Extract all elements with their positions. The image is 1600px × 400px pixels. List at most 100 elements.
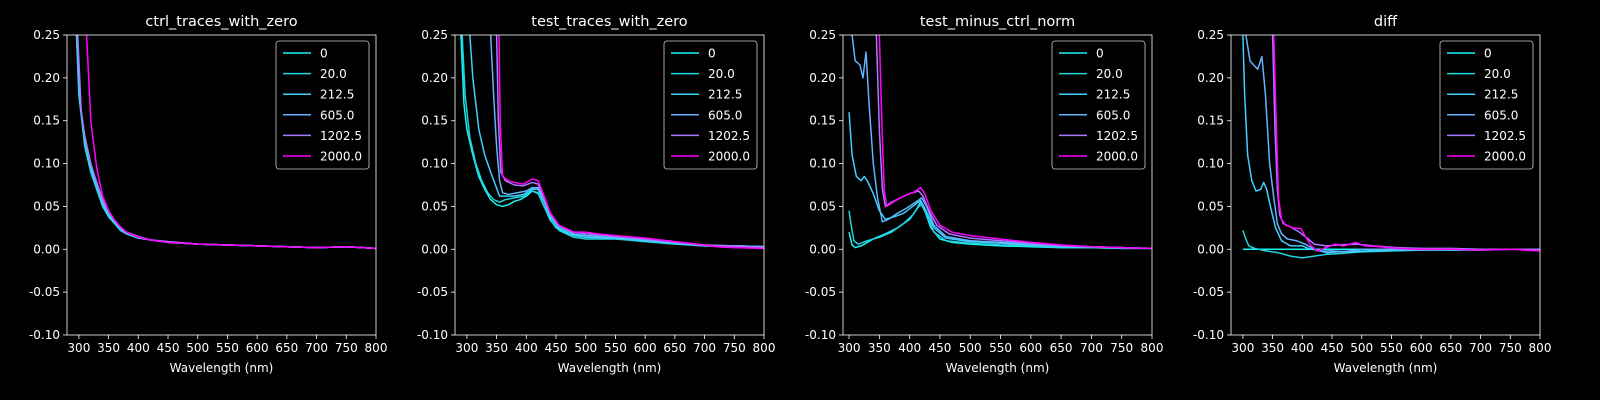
y-tick-label: -0.05: [805, 285, 836, 299]
y-tick-label: 0.10: [33, 157, 60, 171]
legend-label: 2000.0: [320, 150, 362, 164]
x-tick-label: 450: [1321, 341, 1344, 355]
x-tick-label: 600: [1410, 341, 1433, 355]
y-tick-label: -0.10: [417, 328, 448, 342]
x-tick-label: 700: [693, 341, 716, 355]
x-tick-label: 400: [1291, 341, 1314, 355]
x-tick-label: 450: [545, 341, 568, 355]
legend-label: 605.0: [1484, 108, 1518, 122]
x-tick-label: 350: [1261, 341, 1284, 355]
x-tick-label: 400: [515, 341, 538, 355]
x-tick-label: 550: [989, 341, 1012, 355]
legend-label: 0: [320, 47, 328, 61]
legend-label: 20.0: [1096, 67, 1123, 81]
x-tick-label: 300: [838, 341, 861, 355]
legend: 0 20.0 212.5 605.0 1202.5 2000.0: [275, 40, 370, 170]
y-tick-label: 0.20: [421, 71, 448, 85]
y-tick-label: 0.10: [421, 157, 448, 171]
y-tick-label: 0.05: [809, 199, 836, 213]
chart-panel-1: ctrl_traces_with_zero 300 350 400 450 500 550 6…: [29, 14, 388, 375]
y-tick-label: 0.00: [809, 242, 836, 256]
x-tick-label: 800: [753, 341, 776, 355]
y-tick-label: 0.00: [421, 242, 448, 256]
x-tick-label: 300: [1231, 341, 1254, 355]
x-tick-label: 700: [305, 341, 328, 355]
y-tick-label: 0.25: [1197, 28, 1224, 42]
y-tick-label: 0.20: [809, 71, 836, 85]
y-tick-label: -0.05: [417, 285, 448, 299]
y-tick-label: 0.05: [1197, 199, 1224, 213]
y-tick-label: 0.10: [1197, 157, 1224, 171]
series-line-20.0: [848, 203, 1152, 250]
legend-label: 1202.5: [320, 129, 362, 143]
y-tick-label: 0.15: [809, 114, 836, 128]
series-line-2000.0: [498, 35, 764, 250]
y-tick-label: 0.15: [33, 114, 60, 128]
x-tick-label: 650: [275, 341, 298, 355]
x-tick-label: 350: [485, 341, 508, 355]
x-tick-label: 350: [97, 341, 120, 355]
chart-title: ctrl_traces_with_zero: [145, 14, 297, 30]
series-line-1202.5: [875, 35, 1152, 250]
legend-label: 0: [1096, 47, 1104, 61]
x-tick-label: 750: [723, 341, 746, 355]
legend-label: 1202.5: [1484, 129, 1526, 143]
legend-label: 2000.0: [1096, 150, 1138, 164]
chart-panel-3: test_minus_ctrl_norm 300 350 400 450 500 550 60…: [805, 14, 1164, 375]
x-axis-label: Wavelength (nm): [946, 361, 1050, 375]
legend-label: 212.5: [1096, 88, 1130, 102]
y-tick-label: 0.00: [33, 242, 60, 256]
legend-label: 0: [1484, 47, 1492, 61]
series-line-1202.5: [1271, 35, 1540, 251]
y-tick-label: 0.25: [421, 28, 448, 42]
x-tick-label: 550: [1380, 341, 1403, 355]
series-line-2000.0: [85, 35, 376, 250]
x-tick-label: 800: [365, 341, 388, 355]
legend: 0 20.0 212.5 605.0 1202.5 2000.0: [1439, 40, 1534, 170]
x-tick-label: 750: [335, 341, 358, 355]
x-axis-label: Wavelength (nm): [170, 361, 274, 375]
x-tick-label: 650: [1439, 341, 1462, 355]
legend-label: 605.0: [1096, 108, 1130, 122]
x-tick-label: 700: [1080, 341, 1103, 355]
y-tick-label: 0.20: [33, 71, 60, 85]
x-tick-label: 550: [216, 341, 239, 355]
legend-label: 1202.5: [708, 129, 750, 143]
y-tick-label: 0.10: [809, 157, 836, 171]
axes-frame: [1230, 34, 1541, 336]
x-tick-label: 300: [67, 341, 90, 355]
x-tick-label: 400: [127, 341, 150, 355]
x-tick-label: 500: [186, 341, 209, 355]
legend-label: 605.0: [320, 108, 354, 122]
series-line-2000.0: [878, 35, 1152, 250]
axes-frame: [66, 34, 377, 336]
x-tick-label: 450: [928, 341, 951, 355]
x-tick-label: 350: [868, 341, 891, 355]
legend-label: 1202.5: [1096, 129, 1138, 143]
x-tick-label: 800: [1529, 341, 1552, 355]
chart-title: test_minus_ctrl_norm: [920, 14, 1075, 30]
y-tick-label: 0.20: [1197, 71, 1224, 85]
y-tick-label: 0.25: [809, 28, 836, 42]
x-tick-label: 500: [959, 341, 982, 355]
x-tick-label: 650: [1050, 341, 1073, 355]
y-tick-label: 0.00: [1197, 242, 1224, 256]
x-tick-label: 750: [1110, 341, 1133, 355]
x-tick-label: 750: [1499, 341, 1522, 355]
x-tick-label: 500: [574, 341, 597, 355]
x-tick-label: 450: [157, 341, 180, 355]
axes-frame: [454, 34, 765, 336]
y-tick-label: -0.10: [1193, 328, 1224, 342]
legend-label: 20.0: [1484, 67, 1511, 81]
y-tick-label: 0.05: [421, 199, 448, 213]
x-axis-label: Wavelength (nm): [1334, 361, 1438, 375]
x-tick-label: 600: [1019, 341, 1042, 355]
y-tick-label: 0.15: [421, 114, 448, 128]
x-axis-label: Wavelength (nm): [558, 361, 662, 375]
legend-label: 20.0: [708, 67, 735, 81]
chart-title: test_traces_with_zero: [531, 14, 688, 30]
chart-panel-2: test_traces_with_zero 300 350 400 450 500 550 6…: [417, 14, 776, 375]
x-tick-label: 300: [455, 341, 478, 355]
x-tick-label: 700: [1469, 341, 1492, 355]
